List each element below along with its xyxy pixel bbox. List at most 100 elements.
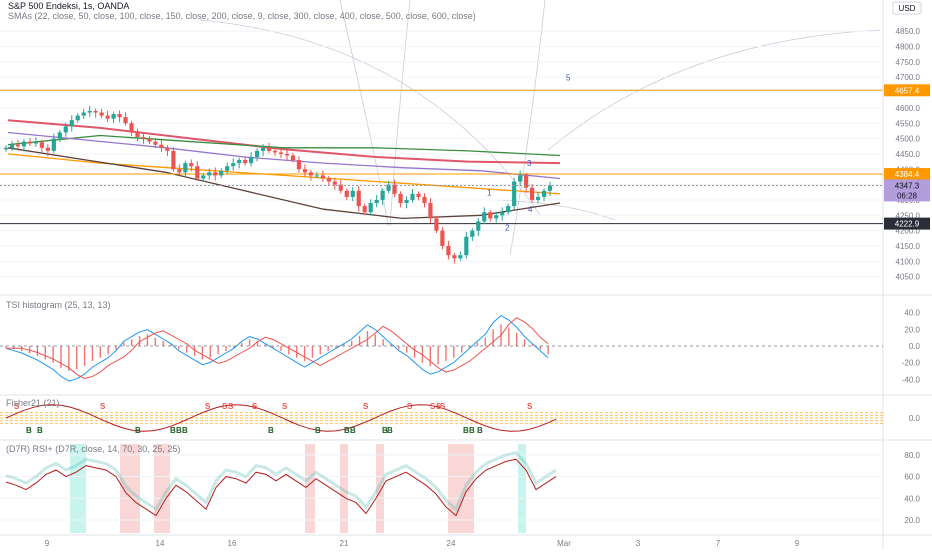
candle-body: [512, 181, 517, 207]
fisher-title: Fisher21 (21): [6, 398, 60, 408]
candle-body: [440, 230, 445, 246]
last-price-label: 4347.3: [895, 181, 920, 190]
fisher-buy-signal: B: [344, 426, 350, 435]
candle-body: [21, 141, 27, 147]
tsi-tick-label: -20.0: [902, 359, 921, 368]
candle-body: [344, 190, 349, 197]
tsi-pane: [0, 314, 883, 382]
moving-average-line: [7, 119, 561, 165]
candle-body: [308, 172, 313, 176]
last-price-tag: [884, 179, 930, 202]
candle-body: [284, 153, 290, 156]
candle-body: [422, 196, 427, 204]
countdown-label: 06:28: [897, 191, 918, 200]
candle-body: [177, 169, 182, 173]
candle-body: [105, 115, 110, 119]
rsi-zone-band: [120, 444, 140, 533]
fisher-sell-signal: S: [205, 402, 211, 411]
price-tick-label: 4150.0: [896, 242, 921, 251]
candle-body: [356, 190, 361, 207]
currency-badge[interactable]: [892, 1, 922, 15]
candle-body: [326, 178, 331, 182]
candle-body: [219, 170, 224, 176]
time-tick-label: 7: [716, 539, 721, 548]
candle-body: [201, 175, 206, 179]
candle-body: [243, 160, 248, 164]
candle-body: [93, 110, 98, 113]
candle-body: [470, 230, 475, 237]
level-price-tag: [884, 84, 930, 97]
rsi-zone-band: [305, 444, 315, 533]
candle-body: [189, 163, 194, 167]
price-tick-label: 4600.0: [896, 104, 921, 113]
candle-body: [249, 157, 254, 164]
candle-body: [410, 193, 415, 200]
wave-label: 4: [528, 205, 533, 214]
candle-body: [272, 150, 278, 153]
tsi-tick-label: 0.0: [909, 342, 921, 351]
moving-average-line: [7, 153, 561, 195]
fisher-line: [5, 404, 557, 432]
candle-body: [362, 206, 367, 213]
candle-body: [446, 245, 451, 256]
candle-body: [290, 155, 296, 161]
rsi-band: [5, 451, 557, 512]
price-tick-label: 4850.0: [896, 27, 921, 36]
price-tick-label: 4450.0: [896, 150, 921, 159]
time-tick-label: 9: [45, 539, 50, 548]
candle-body: [488, 212, 493, 219]
tsi-title: TSI histogram (25, 13, 13): [6, 300, 111, 310]
price-tick-label: 4100.0: [896, 257, 921, 266]
price-tick-label: 4250.0: [896, 211, 921, 220]
candle-body: [416, 193, 421, 197]
fisher-buy-signal: B: [382, 426, 388, 435]
rsi-tick-label: 20.0: [904, 516, 920, 525]
candle-body: [207, 172, 212, 176]
candle-body: [482, 212, 487, 222]
fisher-buy-signal: B: [350, 426, 356, 435]
axes: 4050.04100.04150.04200.04250.04300.04350…: [45, 27, 930, 548]
tsi-tick-label: 40.0: [904, 309, 920, 318]
fisher-sell-signal: S: [14, 402, 20, 411]
price-tick-label: 4800.0: [896, 43, 921, 52]
candle-body: [386, 184, 391, 191]
candle-body: [3, 147, 9, 150]
tsi-tick-label: -40.0: [902, 375, 921, 384]
level-price-label: 4384.4: [895, 170, 920, 179]
candle-body: [99, 112, 104, 116]
candle-body: [165, 147, 170, 151]
price-tick-label: 4200.0: [896, 227, 921, 236]
rsi-tick-label: 40.0: [904, 494, 920, 503]
candle-body: [529, 187, 535, 200]
arc-drawings: [199, 0, 881, 256]
level-price-tag: [884, 168, 930, 181]
candle-body: [428, 203, 433, 219]
rsi-zone-band: [340, 444, 348, 533]
candle-body: [547, 185, 553, 191]
candle-body: [135, 132, 140, 138]
tsi-line: [5, 314, 549, 382]
price-tick-label: 4700.0: [896, 73, 921, 82]
candle-body: [434, 218, 439, 231]
candle-body: [392, 184, 397, 194]
fisher-buy-signal: B: [477, 426, 483, 435]
candle-body: [69, 120, 74, 127]
rsi-zone-band: [154, 444, 170, 533]
fisher-buy-signal: B: [387, 426, 393, 435]
time-tick-label: 21: [340, 539, 349, 548]
candle-body: [278, 152, 284, 154]
candle-body: [541, 190, 547, 197]
time-tick-label: Mar: [557, 539, 571, 548]
candle-body: [524, 175, 529, 188]
candle-body: [231, 163, 236, 167]
candle-body: [494, 215, 499, 219]
level-price-label: 4222.9: [895, 220, 920, 229]
candle-body: [171, 150, 176, 170]
candle-body: [535, 196, 541, 200]
time-tick-label: 16: [228, 539, 237, 548]
fisher-buy-signal: B: [37, 426, 43, 435]
fisher-buy-signal: B: [26, 426, 32, 435]
candle-body: [9, 144, 15, 148]
fisher-sell-signal: S: [252, 402, 258, 411]
